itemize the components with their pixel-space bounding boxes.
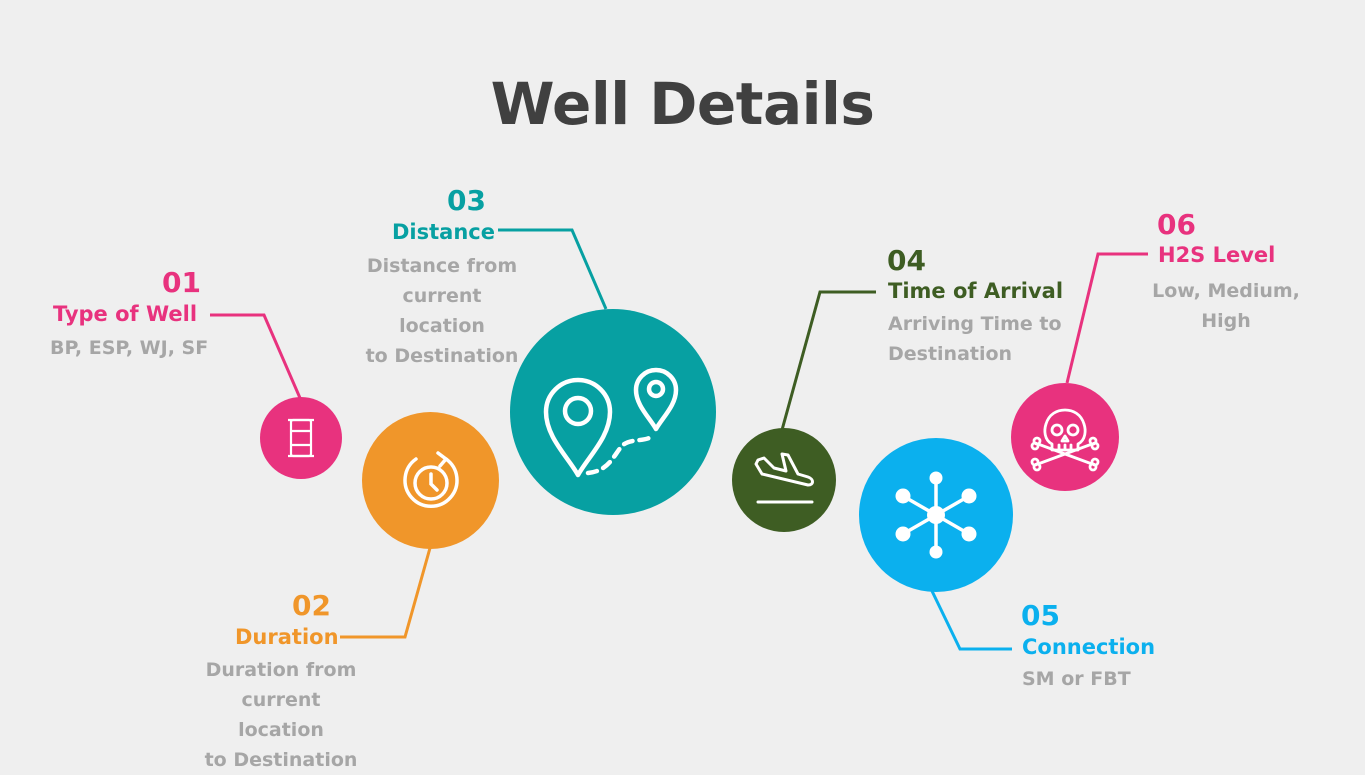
item-03-label: Distance xyxy=(392,220,495,244)
item-02-description: Duration from current location to Destin… xyxy=(204,659,358,771)
item-04-circle xyxy=(732,428,836,532)
connector-line-04 xyxy=(780,290,876,431)
airplane-landing-icon xyxy=(754,452,814,504)
connector-line-03 xyxy=(498,228,608,310)
item-01-description: BP, ESP, WJ, SF xyxy=(50,337,209,359)
skull-crossbones-icon xyxy=(1030,408,1100,472)
item-05-circle xyxy=(859,438,1013,592)
item-02-label: Duration xyxy=(235,625,339,649)
item-06-number: 06 xyxy=(1157,208,1196,241)
item-05-label: Connection xyxy=(1022,635,1156,659)
oil-barrel-icon xyxy=(288,418,314,458)
item-02-number: 02 xyxy=(292,589,331,622)
item-04-number: 04 xyxy=(887,244,926,277)
clock-refresh-icon xyxy=(402,450,459,508)
item-04-description: Arriving Time to Destination xyxy=(888,313,1062,365)
item-05-number: 05 xyxy=(1021,599,1060,632)
item-06-label: H2S Level xyxy=(1158,243,1276,267)
item-02-circle xyxy=(362,412,499,549)
item-03-description: Distance from current location to Destin… xyxy=(365,255,519,367)
connector-line-02 xyxy=(340,547,432,639)
item-05-description: SM or FBT xyxy=(1022,668,1131,690)
network-hub-icon xyxy=(895,471,977,559)
item-04-label: Time of Arrival xyxy=(888,279,1064,303)
route-map-pins-icon xyxy=(543,367,679,478)
connector-line-01 xyxy=(210,313,302,399)
item-01-number: 01 xyxy=(162,266,201,299)
item-03-circle xyxy=(510,309,716,515)
item-01-label: Type of Well xyxy=(53,302,198,326)
page-title: Well Details xyxy=(490,70,875,138)
connector-line-05 xyxy=(930,590,1012,651)
item-06-circle xyxy=(1011,383,1119,491)
item-03-number: 03 xyxy=(447,184,486,217)
item-06-description: Low, Medium, High xyxy=(1152,280,1300,332)
connector-line-06 xyxy=(1065,252,1148,384)
item-01-circle xyxy=(260,397,342,479)
